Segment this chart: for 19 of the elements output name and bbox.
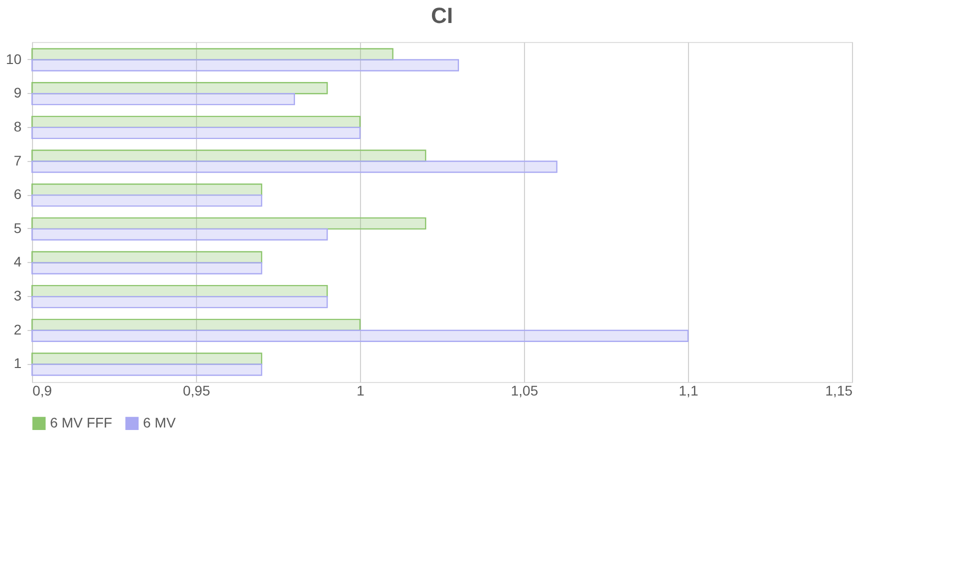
y-tick-label: 4 (14, 254, 22, 270)
x-tick-label: 1 (356, 382, 365, 398)
y-tick-label: 9 (14, 84, 22, 101)
y-tick-label: 7 (14, 152, 22, 168)
x-tick-label: 1,05 (510, 382, 538, 398)
y-tick-label: 1 (14, 355, 22, 372)
x-tick-label: 0,95 (182, 382, 210, 398)
y-tick-label: 3 (14, 288, 22, 304)
x-tick-label: 0,9 (32, 382, 52, 398)
legend-label: 6 MV (143, 414, 176, 430)
y-tick-label: 8 (14, 118, 22, 134)
y-tick-label: 5 (14, 220, 22, 236)
x-tick-label: 1,15 (825, 382, 853, 398)
y-tick-label: 10 (6, 50, 22, 67)
y-tick-label: 6 (14, 186, 22, 202)
legend-label: 6 MV FFF (50, 414, 112, 430)
y-tick-label: 2 (14, 321, 22, 338)
x-tick-label: 1,1 (678, 382, 698, 398)
chart-title: CI (431, 3, 453, 28)
